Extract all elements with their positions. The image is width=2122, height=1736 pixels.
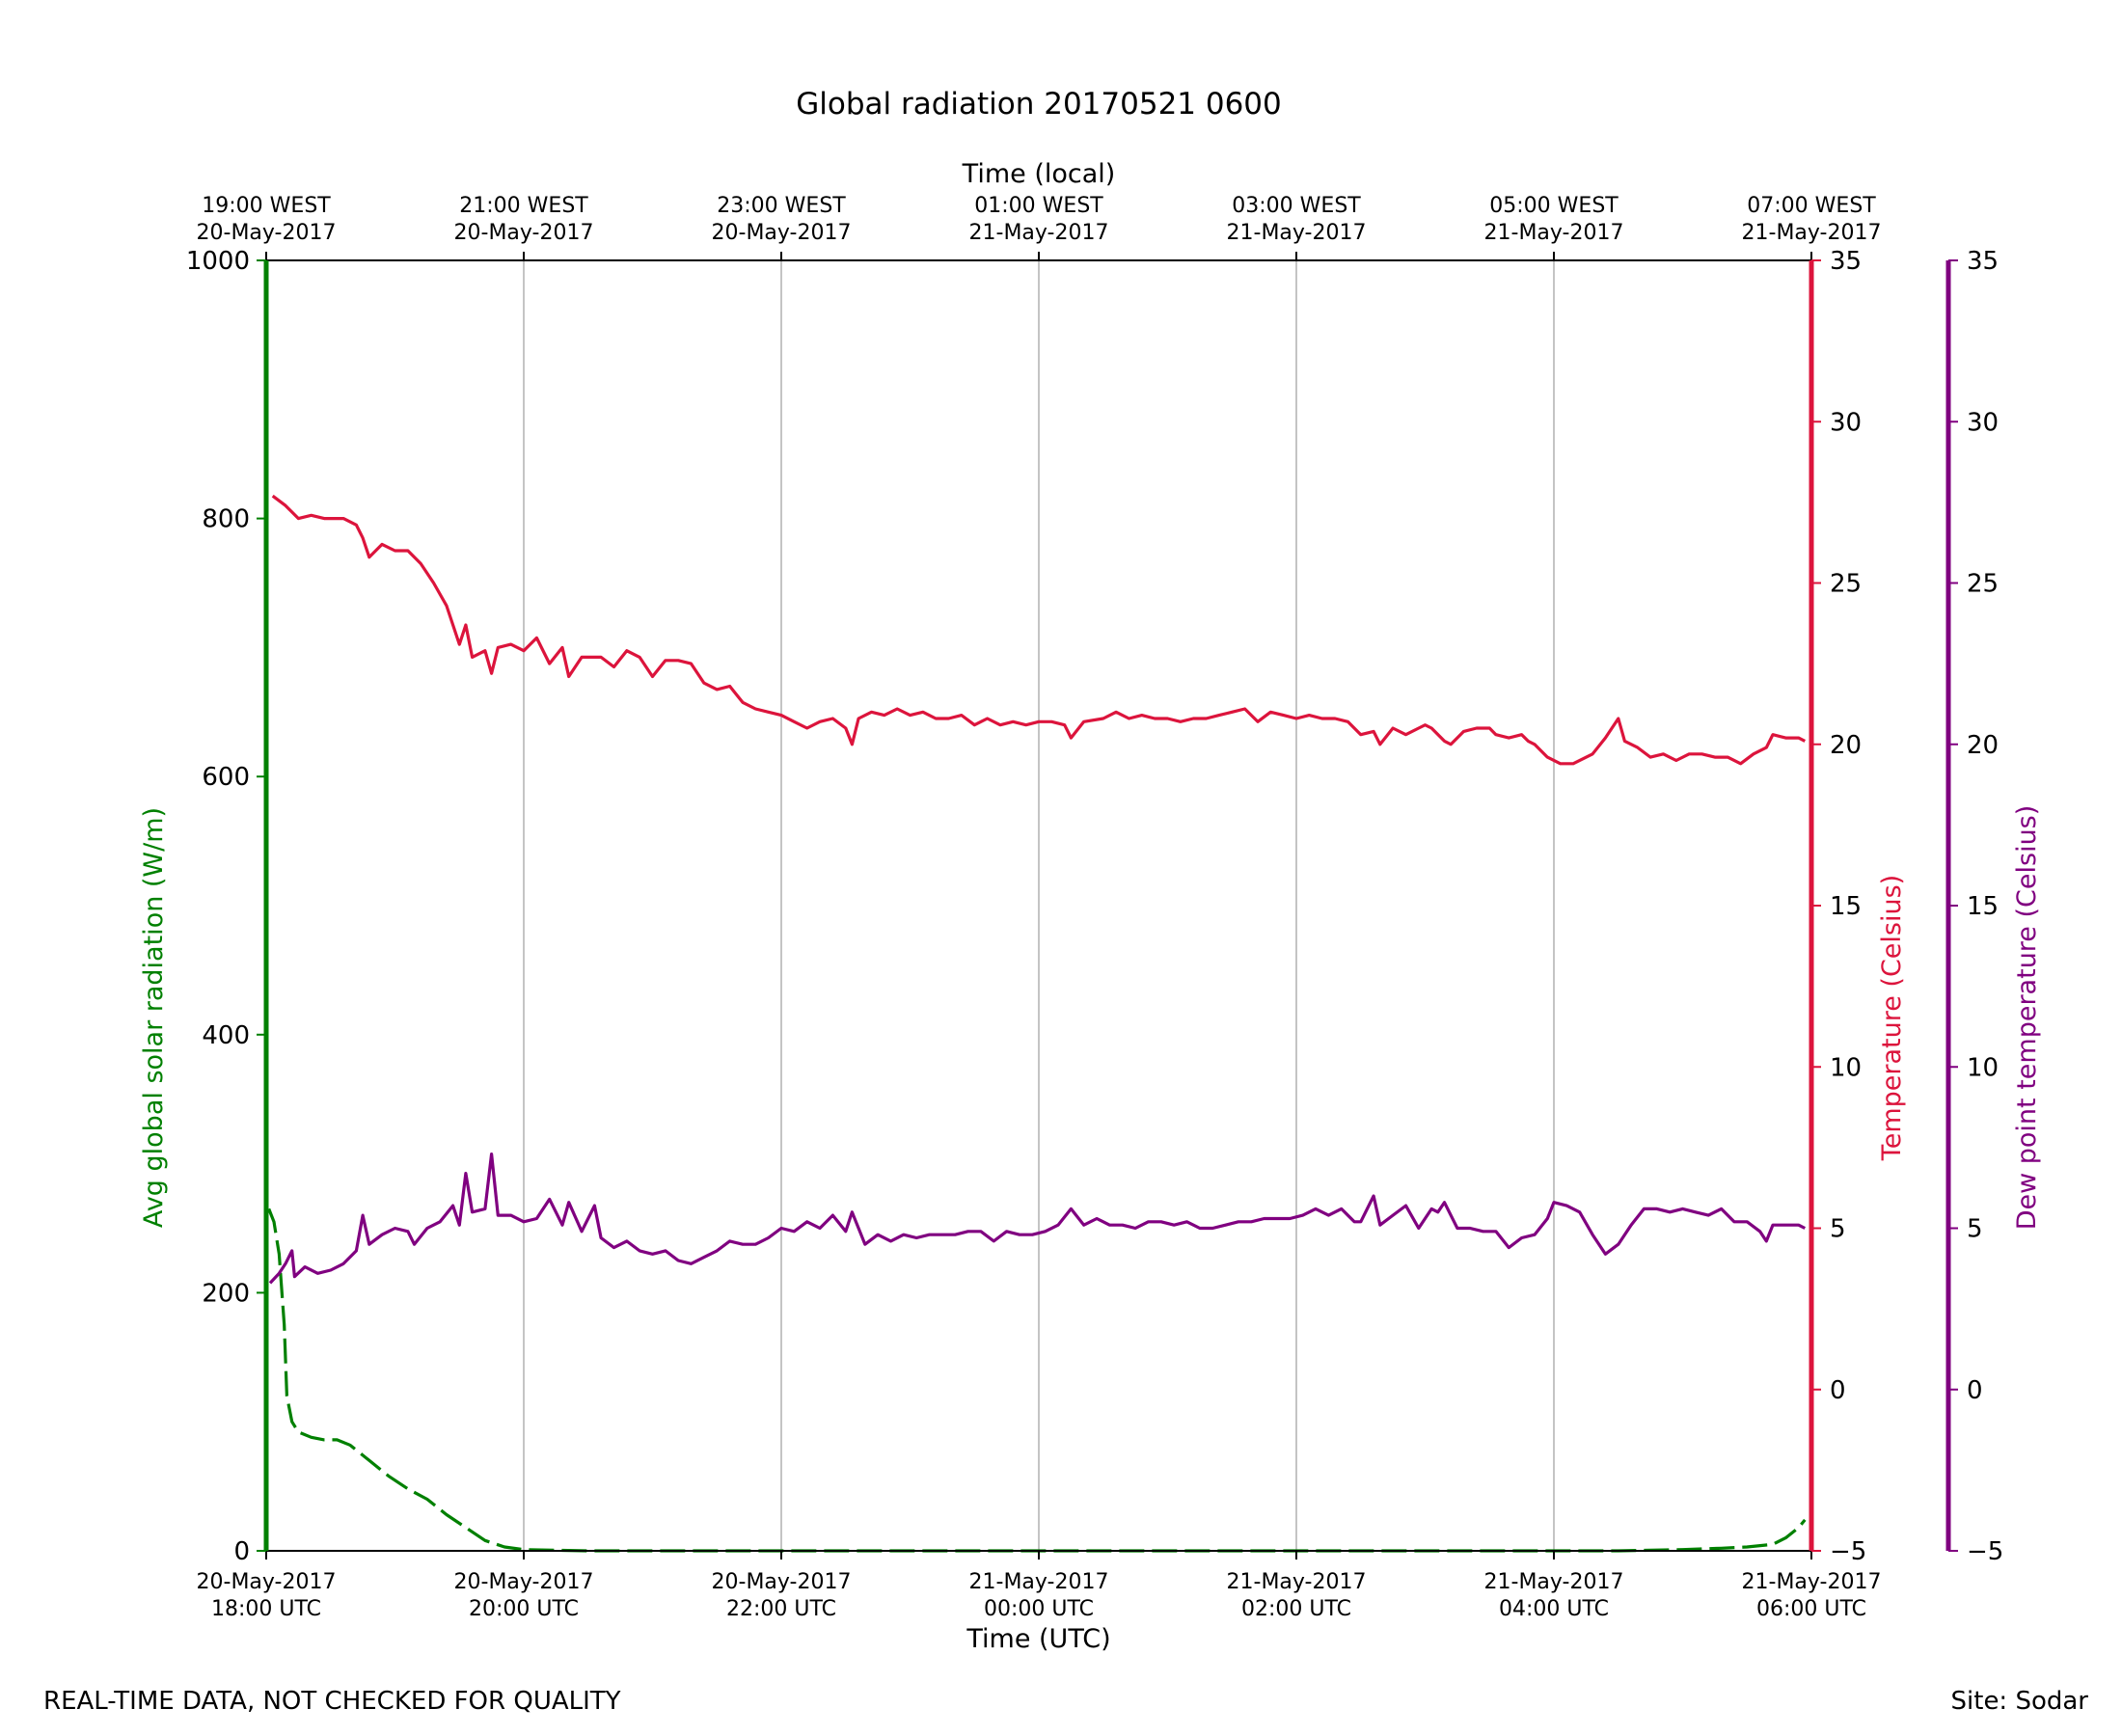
- temperature-tick-label: 0: [1830, 1376, 1846, 1405]
- x-tick-label-time: 04:00 UTC: [1499, 1597, 1609, 1621]
- top-axis-label: Time (local): [962, 159, 1116, 189]
- quality-note: REAL-TIME DATA, NOT CHECKED FOR QUALITY: [43, 1687, 621, 1716]
- temperature-tick-label: 5: [1830, 1215, 1846, 1244]
- x-tick-label-date: 21-May-2017: [1227, 1570, 1367, 1594]
- left-tick-label: 200: [202, 1279, 250, 1308]
- series-line-dewpoint: [268, 1153, 1807, 1285]
- temperature-axis-label: Temperature (Celsius): [1877, 875, 1907, 1161]
- temperature-tick-label: 10: [1830, 1053, 1862, 1082]
- top-tick-label-time: 07:00 WEST: [1747, 194, 1876, 218]
- x-tick-label-date: 20-May-2017: [197, 1570, 337, 1594]
- top-tick-label-date: 21-May-2017: [1742, 221, 1882, 245]
- dewpoint-tick-label: 35: [1967, 247, 1999, 276]
- x-tick-label-time: 18:00 UTC: [211, 1597, 321, 1621]
- left-axis-label: Avg global solar radiation (W/m): [139, 807, 169, 1228]
- top-tick-label-time: 23:00 WEST: [717, 194, 846, 218]
- chart-title: Global radiation 20170521 0600: [796, 87, 1282, 122]
- top-tick-label-time: 03:00 WEST: [1232, 194, 1361, 218]
- dewpoint-tick-label: −5: [1967, 1537, 2003, 1566]
- top-tick-label-date: 20-May-2017: [197, 221, 337, 245]
- dewpoint-tick-label: 20: [1967, 731, 1999, 760]
- left-tick-label: 800: [202, 505, 250, 534]
- left-tick-label: 400: [202, 1021, 250, 1050]
- top-tick-label-time: 21:00 WEST: [459, 194, 588, 218]
- x-tick-label-date: 21-May-2017: [1484, 1570, 1624, 1594]
- x-tick-label-date: 21-May-2017: [969, 1570, 1109, 1594]
- temperature-tick-label: 20: [1830, 731, 1862, 760]
- bottom-axis-label: Time (UTC): [966, 1624, 1110, 1654]
- x-tick-label-time: 02:00 UTC: [1241, 1597, 1351, 1621]
- x-tick-label-time: 06:00 UTC: [1756, 1597, 1866, 1621]
- temperature-tick-label: 15: [1830, 892, 1862, 921]
- dewpoint-tick-label: 5: [1967, 1215, 1983, 1244]
- top-tick-label-date: 21-May-2017: [1227, 221, 1367, 245]
- axes-layer: 20-May-2017 18:00 UTC 20-May-2017 20:00 UTC…: [186, 194, 2004, 1621]
- top-tick-label-time: 01:00 WEST: [974, 194, 1103, 218]
- series-line-radiation: [267, 1207, 1807, 1553]
- dewpoint-tick-label: 10: [1967, 1053, 1999, 1082]
- dewpoint-tick-label: 15: [1967, 892, 1999, 921]
- series-line-temperature: [271, 494, 1807, 766]
- x-tick-label-time: 00:00 UTC: [984, 1597, 1094, 1621]
- x-tick-label-date: 21-May-2017: [1742, 1570, 1882, 1594]
- left-tick-label: 600: [202, 763, 250, 792]
- x-tick-label-time: 22:00 UTC: [726, 1597, 836, 1621]
- dewpoint-axis-label: Dew point temperature (Celsius): [2012, 805, 2042, 1231]
- temperature-tick-label: 30: [1830, 408, 1862, 437]
- dewpoint-tick-label: 25: [1967, 570, 1999, 599]
- temperature-tick-label: 25: [1830, 570, 1862, 599]
- grid-layer: [523, 260, 1555, 1551]
- x-tick-label-date: 20-May-2017: [454, 1570, 594, 1594]
- top-tick-label-date: 20-May-2017: [712, 221, 852, 245]
- series-layer: [267, 494, 1807, 1553]
- top-tick-label-time: 05:00 WEST: [1489, 194, 1619, 218]
- left-tick-label: 0: [233, 1537, 250, 1566]
- dewpoint-tick-label: 0: [1967, 1376, 1983, 1405]
- x-tick-label-date: 20-May-2017: [712, 1570, 852, 1594]
- temperature-tick-label: −5: [1830, 1537, 1866, 1566]
- x-tick-label-time: 20:00 UTC: [469, 1597, 579, 1621]
- site-label: Site: Sodar: [1951, 1687, 2089, 1716]
- top-tick-label-date: 21-May-2017: [1484, 221, 1624, 245]
- top-tick-label-time: 19:00 WEST: [202, 194, 331, 218]
- dewpoint-tick-label: 30: [1967, 408, 1999, 437]
- left-tick-label: 1000: [186, 247, 250, 276]
- temperature-tick-label: 35: [1830, 247, 1862, 276]
- top-tick-label-date: 21-May-2017: [969, 221, 1109, 245]
- top-tick-label-date: 20-May-2017: [454, 221, 594, 245]
